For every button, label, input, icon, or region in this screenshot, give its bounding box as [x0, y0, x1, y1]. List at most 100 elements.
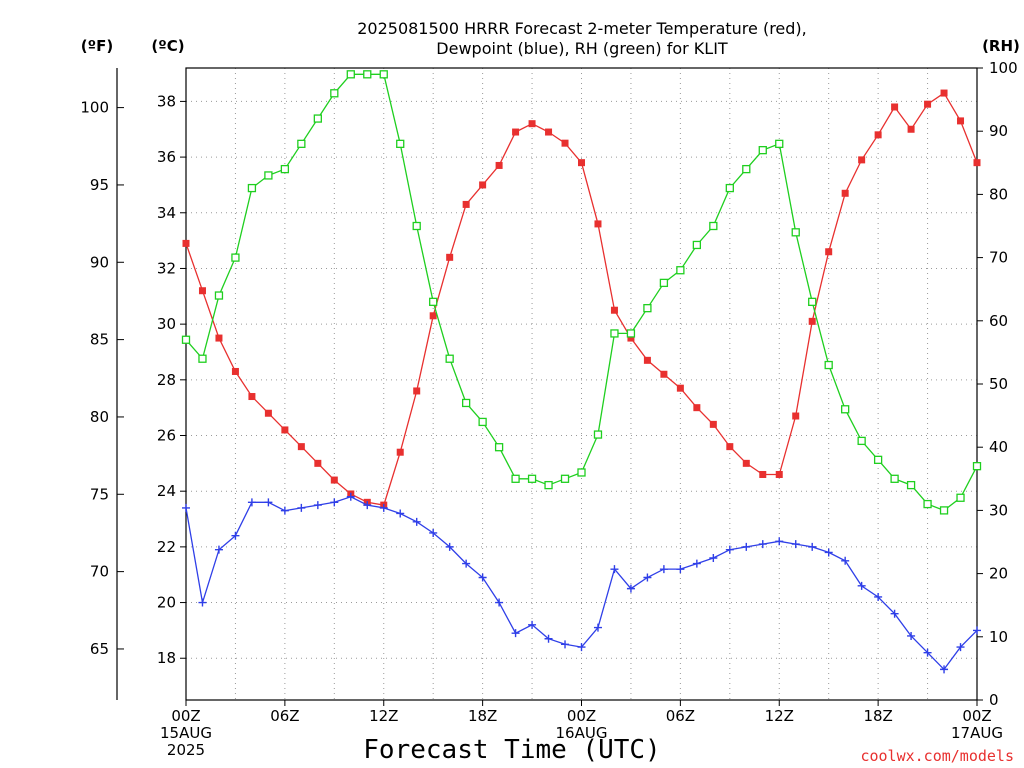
temperature-point	[545, 128, 553, 136]
dewpoint-point	[973, 626, 981, 635]
rh-point	[577, 468, 586, 477]
temperature-point	[215, 334, 223, 342]
rh-point	[379, 70, 388, 79]
temperature-point	[957, 117, 965, 125]
dewpoint-point	[742, 542, 751, 551]
temperature-point	[643, 356, 651, 364]
dewpoint-point	[824, 548, 833, 557]
rh-point	[841, 405, 850, 414]
x-tick-label: 06Z	[666, 707, 695, 725]
rh-point	[280, 164, 290, 174]
x-tick-label: 18Z	[468, 707, 497, 725]
celsius-tick-label: 18	[157, 649, 176, 667]
x-tick-label: 17AUG	[951, 724, 1003, 742]
rh-tick-label: 0	[989, 691, 999, 709]
rh-point	[824, 360, 833, 370]
dewpoint-point	[445, 542, 454, 551]
dewpoint-point	[692, 559, 701, 568]
axis-ticks: 1820222426283032343638657075808590951000…	[80, 59, 1017, 759]
dewpoint-point	[940, 665, 949, 674]
rh-point	[906, 480, 916, 490]
temperature-point	[660, 370, 668, 378]
temperature-point	[413, 387, 421, 395]
rh-tick-label: 20	[989, 565, 1008, 583]
temperature-point	[775, 470, 783, 478]
rh-point	[198, 354, 207, 363]
rh-point	[445, 354, 454, 363]
temperature-point	[874, 131, 882, 139]
x-tick-label: 00Z	[962, 707, 991, 725]
rh-point	[956, 493, 965, 502]
rh-point	[544, 480, 553, 490]
celsius-tick-label: 36	[157, 148, 176, 166]
temperature-point	[446, 253, 454, 261]
temperature-point	[924, 100, 932, 108]
temperature-point	[281, 426, 289, 434]
temperature-point	[314, 459, 322, 467]
temperature-point	[693, 404, 701, 412]
credit-label: coolwx.com/models	[860, 747, 1014, 765]
x-tick-label: 15AUG	[160, 724, 212, 742]
dewpoint-point	[495, 598, 504, 607]
temperature-point	[858, 156, 866, 164]
dewpoint-point	[923, 648, 932, 657]
chart-title-line-1: 2025081500 HRRR Forecast 2-meter Tempera…	[357, 19, 807, 38]
rh-point	[412, 221, 421, 231]
temperature-point	[231, 367, 239, 375]
temperature-point	[841, 189, 849, 197]
x-tick-label: 12Z	[369, 707, 398, 725]
temperature-point	[578, 159, 585, 167]
temperature-point	[759, 470, 767, 478]
dewpoint-point	[511, 629, 520, 638]
rh-point	[478, 417, 487, 427]
dewpoint-point	[297, 503, 306, 512]
celsius-tick-label: 30	[157, 315, 176, 333]
dewpoint-point	[676, 565, 685, 574]
gridlines	[186, 68, 977, 700]
rh-point	[461, 398, 471, 408]
dewpoint-point	[841, 556, 850, 565]
dewpoint-point	[561, 640, 570, 649]
rh-point	[692, 240, 702, 250]
fahrenheit-tick-label: 85	[90, 331, 109, 349]
dewpoint-point	[346, 492, 355, 501]
fahrenheit-tick-label: 90	[90, 253, 109, 271]
dewpoint-point	[659, 565, 668, 574]
fahrenheit-tick-label: 65	[90, 640, 109, 658]
temperature-point	[512, 128, 520, 136]
x-tick-label: 00Z	[171, 707, 200, 725]
x-tick-label: 18Z	[863, 707, 892, 725]
temperature-point	[676, 384, 684, 392]
rh-point	[610, 329, 619, 338]
x-tick-label: 12Z	[765, 707, 794, 725]
rh-point	[923, 499, 932, 509]
dewpoint-point	[610, 565, 619, 574]
rh-point	[363, 70, 372, 79]
temperature-point	[396, 448, 404, 456]
dewpoint-point	[231, 531, 240, 540]
rh-tick-label: 50	[989, 375, 1008, 393]
fahrenheit-tick-label: 100	[80, 99, 109, 117]
x-tick-label: 00Z	[567, 707, 596, 725]
celsius-tick-label: 22	[157, 538, 176, 556]
rh-point	[676, 266, 685, 275]
rh-tick-label: 10	[989, 628, 1008, 646]
dewpoint-point	[363, 501, 372, 510]
rh-point	[494, 443, 504, 452]
rh-tick-label: 40	[989, 438, 1008, 456]
rh-point	[857, 436, 866, 446]
rh-point	[890, 474, 899, 483]
dewpoint-point	[808, 542, 817, 551]
celsius-tick-label: 28	[157, 371, 176, 389]
fahrenheit-unit-label: (ºF)	[81, 37, 113, 55]
temperature-point	[264, 409, 272, 417]
dewpoint-point	[412, 517, 421, 526]
dewpoint-point	[593, 623, 602, 632]
rh-point	[346, 70, 355, 79]
dewpoint-point	[379, 503, 388, 512]
dewpoint-point	[247, 498, 256, 507]
rh-point	[429, 297, 438, 306]
rh-point	[775, 139, 784, 148]
fahrenheit-tick-label: 80	[90, 408, 109, 426]
